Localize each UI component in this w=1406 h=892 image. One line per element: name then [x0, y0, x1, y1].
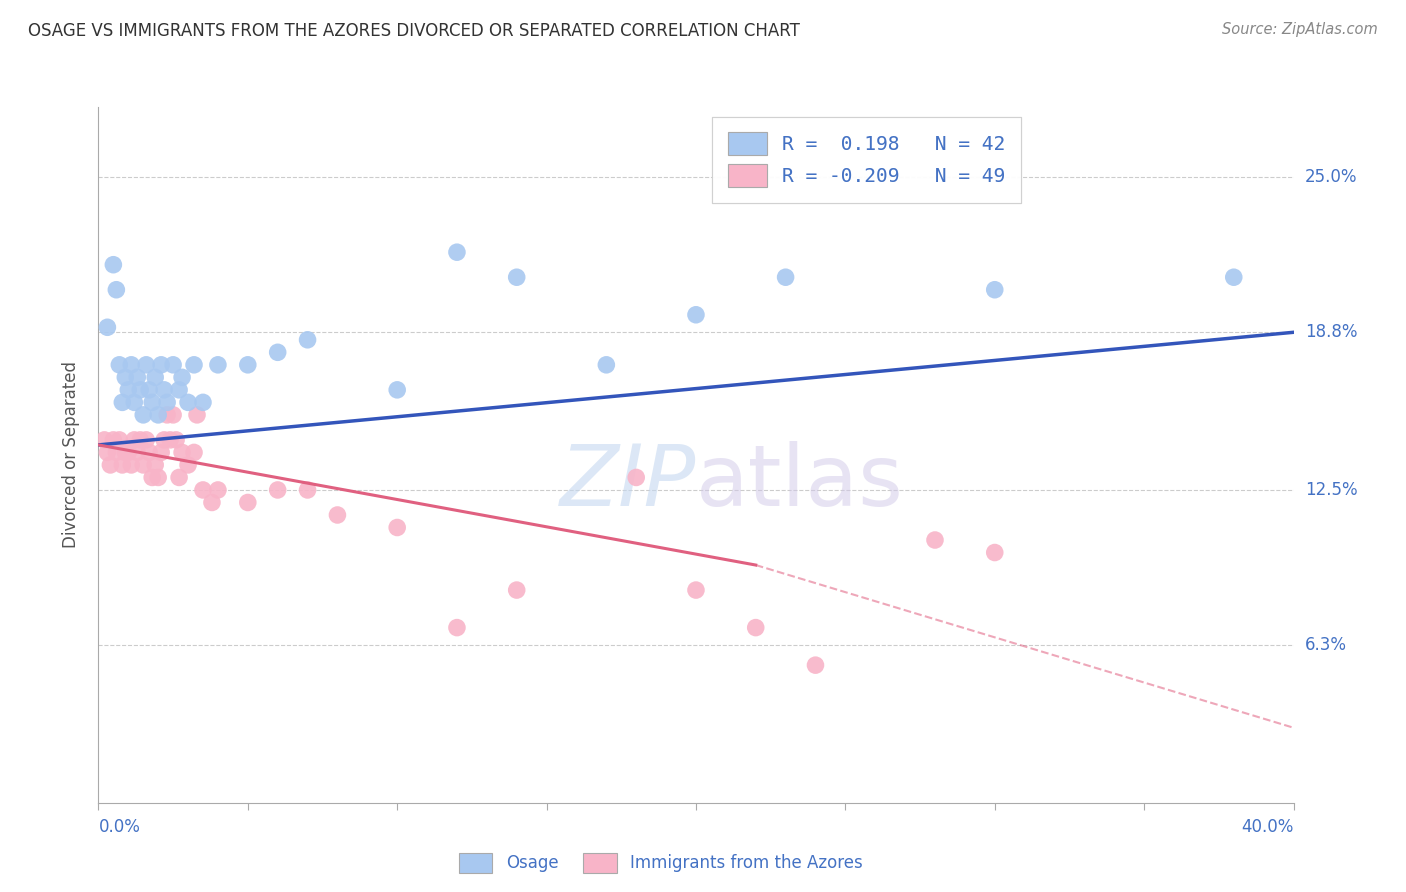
Point: [685, 583, 707, 598]
Point: [96, 445, 118, 459]
Point: [167, 470, 190, 484]
Point: [108, 358, 131, 372]
Point: [983, 545, 1005, 559]
Text: 25.0%: 25.0%: [1305, 168, 1357, 186]
Text: atlas: atlas: [696, 442, 904, 524]
Point: [124, 395, 146, 409]
Point: [685, 308, 707, 322]
Point: [236, 358, 259, 372]
Point: [98, 458, 122, 472]
Point: [105, 445, 128, 459]
Point: [595, 358, 617, 372]
Point: [624, 470, 647, 484]
Point: [297, 483, 319, 497]
Point: [105, 283, 128, 297]
Point: [446, 621, 468, 635]
Point: [114, 445, 136, 459]
Point: [135, 433, 157, 447]
Text: OSAGE VS IMMIGRANTS FROM THE AZORES DIVORCED OR SEPARATED CORRELATION CHART: OSAGE VS IMMIGRANTS FROM THE AZORES DIVO…: [28, 22, 800, 40]
Point: [165, 433, 187, 447]
Point: [141, 470, 163, 484]
Text: ZIP: ZIP: [560, 442, 696, 524]
Point: [172, 445, 194, 459]
Point: [162, 358, 184, 372]
Legend: R =  0.198   N = 42, R = -0.209   N = 49: R = 0.198 N = 42, R = -0.209 N = 49: [711, 117, 1021, 202]
Point: [506, 270, 529, 285]
Point: [156, 408, 179, 422]
Point: [129, 433, 152, 447]
Point: [103, 433, 125, 447]
Point: [804, 658, 827, 673]
Point: [143, 458, 166, 472]
Point: [132, 458, 155, 472]
Point: [177, 395, 200, 409]
Point: [186, 408, 208, 422]
Point: [111, 458, 134, 472]
Point: [103, 258, 125, 272]
Y-axis label: Divorced or Separated: Divorced or Separated: [62, 361, 80, 549]
Point: [127, 445, 149, 459]
Point: [135, 358, 157, 372]
Point: [93, 433, 115, 447]
Point: [117, 383, 139, 397]
Point: [745, 621, 768, 635]
Point: [120, 458, 142, 472]
Point: [506, 583, 529, 598]
Point: [172, 370, 194, 384]
Point: [153, 433, 176, 447]
Point: [167, 383, 190, 397]
Point: [183, 445, 205, 459]
Point: [129, 383, 152, 397]
Point: [114, 370, 136, 384]
Point: [326, 508, 349, 522]
Point: [236, 495, 259, 509]
Point: [132, 408, 155, 422]
Point: [267, 483, 290, 497]
Point: [207, 358, 229, 372]
Point: [924, 533, 946, 547]
Text: 40.0%: 40.0%: [1241, 818, 1294, 836]
Point: [124, 433, 146, 447]
Point: [297, 333, 319, 347]
Point: [177, 458, 200, 472]
Point: [983, 283, 1005, 297]
Point: [120, 358, 142, 372]
Point: [150, 358, 173, 372]
Point: [207, 483, 229, 497]
Point: [159, 433, 181, 447]
Point: [385, 383, 409, 397]
Point: [446, 245, 468, 260]
Point: [127, 370, 149, 384]
Point: [201, 495, 224, 509]
Point: [141, 395, 163, 409]
Legend: Osage, Immigrants from the Azores: Osage, Immigrants from the Azores: [453, 847, 869, 880]
Point: [1223, 270, 1246, 285]
Point: [153, 383, 176, 397]
Point: [150, 445, 173, 459]
Text: 12.5%: 12.5%: [1305, 481, 1357, 499]
Point: [138, 445, 160, 459]
Point: [108, 433, 131, 447]
Point: [111, 395, 134, 409]
Point: [183, 358, 205, 372]
Text: 0.0%: 0.0%: [98, 818, 141, 836]
Text: 6.3%: 6.3%: [1305, 636, 1347, 654]
Text: 18.8%: 18.8%: [1305, 323, 1357, 342]
Point: [775, 270, 797, 285]
Point: [143, 370, 166, 384]
Point: [156, 395, 179, 409]
Point: [267, 345, 290, 359]
Point: [96, 320, 118, 334]
Point: [148, 470, 170, 484]
Point: [191, 483, 214, 497]
Point: [162, 408, 184, 422]
Text: Source: ZipAtlas.com: Source: ZipAtlas.com: [1222, 22, 1378, 37]
Point: [117, 445, 139, 459]
Point: [385, 520, 409, 534]
Point: [148, 408, 170, 422]
Point: [138, 383, 160, 397]
Point: [191, 395, 214, 409]
